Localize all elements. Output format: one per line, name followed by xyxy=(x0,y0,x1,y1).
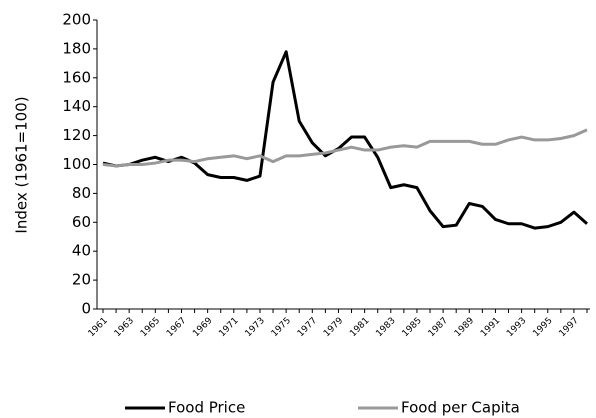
x-tick-label: 1965 xyxy=(139,316,162,339)
x-tick-label: 1971 xyxy=(217,316,240,339)
x-tick-label: 1995 xyxy=(531,316,554,339)
x-tick-label: 1991 xyxy=(479,316,502,339)
x-tick-label: 1993 xyxy=(505,316,528,339)
y-tick-label: 160 xyxy=(62,68,91,86)
y-axis-label: Index (1961=100) xyxy=(13,96,31,233)
x-tick-label: 1963 xyxy=(113,316,136,339)
y-tick-label: 0 xyxy=(81,300,91,318)
x-tick-label: 1961 xyxy=(87,316,110,339)
y-tick-label: 200 xyxy=(62,11,91,29)
y-tick-label: 180 xyxy=(62,39,91,57)
x-tick-label: 1969 xyxy=(191,316,214,339)
x-tick-label: 1989 xyxy=(453,316,476,339)
y-tick-label: 120 xyxy=(62,126,91,144)
y-tick-label: 80 xyxy=(72,184,91,202)
y-tick-label: 60 xyxy=(72,213,91,231)
x-tick-label: 1975 xyxy=(270,316,293,339)
x-tick-label: 1981 xyxy=(348,316,371,339)
x-tick-label: 1983 xyxy=(374,316,397,339)
x-tick-label: 1987 xyxy=(427,316,450,339)
legend-label: Food Price xyxy=(168,399,245,417)
x-tick-label: 1973 xyxy=(244,316,267,339)
x-tick-label: 1977 xyxy=(296,316,319,339)
x-tick-label: 1997 xyxy=(558,316,581,339)
y-tick-label: 20 xyxy=(72,271,91,289)
legend-label: Food per Capita xyxy=(401,399,520,417)
y-tick-label: 40 xyxy=(72,242,91,260)
y-tick-label: 100 xyxy=(62,155,91,173)
x-tick-label: 1985 xyxy=(401,316,424,339)
x-tick-label: 1979 xyxy=(322,316,345,339)
x-tick-label: 1967 xyxy=(165,316,188,339)
y-tick-label: 140 xyxy=(62,97,91,115)
line-series xyxy=(102,128,588,168)
line-series xyxy=(102,50,588,230)
